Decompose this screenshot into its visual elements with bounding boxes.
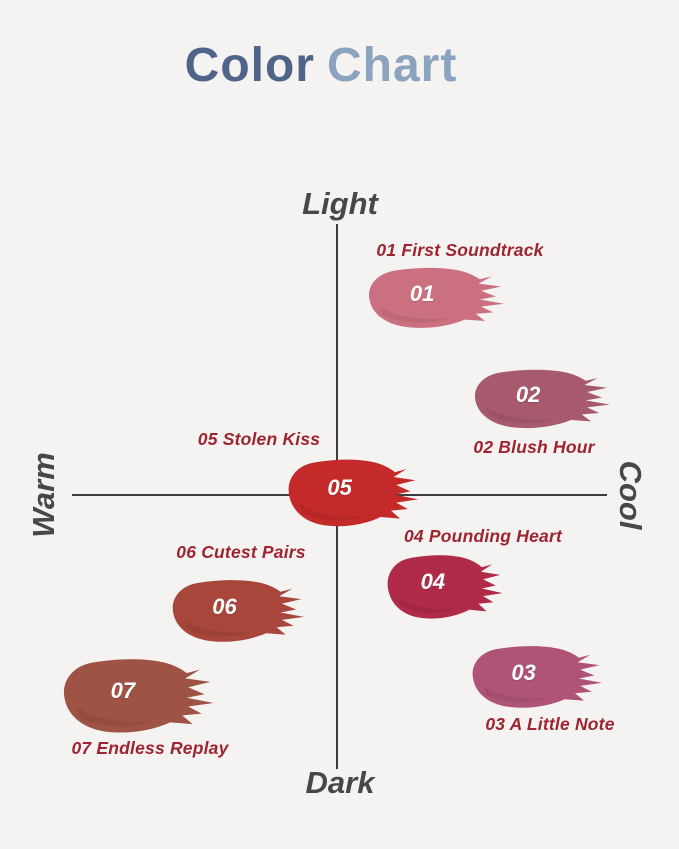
smear-texture xyxy=(486,407,555,424)
swatch-04-pounding-heart: 04 xyxy=(380,549,506,625)
swatch-01-label: 01 First Soundtrack xyxy=(376,240,544,260)
swatch-01-first-soundtrack: 01 xyxy=(360,262,508,334)
swatch-05-label: 05 Stolen Kiss xyxy=(197,429,321,449)
smear-texture xyxy=(299,502,366,521)
swatch-03-number: 03 xyxy=(511,659,536,685)
smear-shape xyxy=(387,555,503,619)
smear-texture xyxy=(397,596,456,614)
title-word-color: Color xyxy=(184,39,315,92)
swatch-06-cutest-pairs: 06 xyxy=(164,574,308,648)
swatch-03-a-little-note: 03 xyxy=(464,640,606,714)
smear-texture xyxy=(380,306,449,323)
swatch-01-number: 01 xyxy=(409,280,435,306)
title-word-chart: Chart xyxy=(326,39,458,92)
smear-shape xyxy=(63,659,214,733)
smear-shape xyxy=(474,369,610,429)
swatch-02-label: 02 Blush Hour xyxy=(473,437,595,457)
swatch-07-label: 07 Endless Replay xyxy=(71,738,229,758)
smear-shape xyxy=(172,580,305,642)
swatch-02-blush-hour: 02 xyxy=(466,364,614,434)
swatch-07-endless-replay: 07 xyxy=(54,652,218,740)
swatch-05-stolen-kiss: 05 xyxy=(280,453,422,533)
smear-shape xyxy=(472,646,603,708)
page-title: Color Chart xyxy=(185,38,458,93)
smear-texture xyxy=(183,619,251,637)
swatch-07-number: 07 xyxy=(110,677,136,703)
axis-label-dark: Dark xyxy=(305,765,375,800)
swatch-02-number: 02 xyxy=(515,381,541,407)
swatch-06-number: 06 xyxy=(212,593,237,619)
smear-texture xyxy=(76,706,153,727)
axis-label-light: Light xyxy=(302,186,378,221)
swatch-06-label: 06 Cutest Pairs xyxy=(176,542,306,562)
swatch-04-label: 04 Pounding Heart xyxy=(403,526,563,546)
swatch-05-number: 05 xyxy=(327,475,352,501)
swatch-03-label: 03 A Little Note xyxy=(485,714,615,734)
axis-label-cool: Cool xyxy=(613,460,648,530)
smear-shape xyxy=(368,267,504,328)
axis-label-warm: Warm xyxy=(26,452,61,538)
smear-shape xyxy=(288,459,419,527)
smear-texture xyxy=(483,685,550,703)
swatch-04-number: 04 xyxy=(420,569,446,595)
